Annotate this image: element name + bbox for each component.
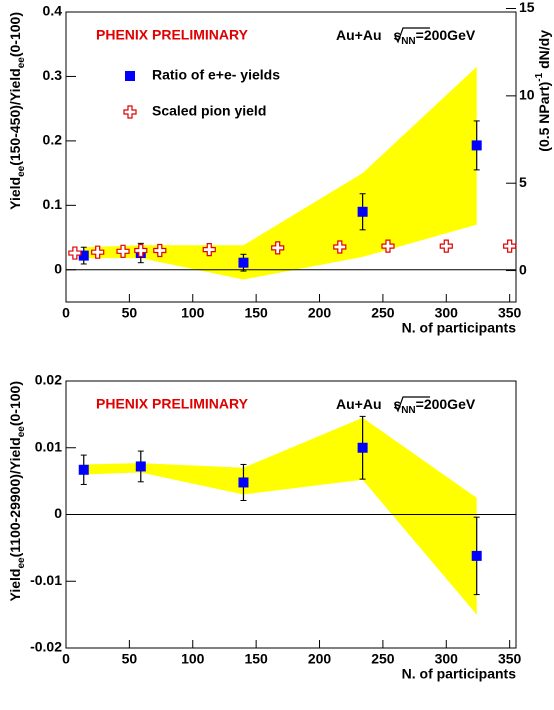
y2-tick-label: 10 [519, 87, 535, 103]
y-tick-label: 0.2 [43, 132, 63, 148]
data-point [471, 140, 482, 151]
pion-point [333, 240, 347, 254]
plot-frame [65, 11, 517, 303]
x-tick-label: 250 [371, 651, 395, 667]
energy-root: s [393, 27, 401, 43]
energy-label: Au+Au sNN=200GeV [336, 396, 476, 416]
energy-sub: NN [401, 36, 415, 47]
legend-marker [123, 105, 137, 119]
energy-root: s [393, 396, 401, 412]
label-part: (0-100) [7, 381, 23, 426]
y-tick-label: 0.4 [43, 3, 63, 19]
label-part: (0-100) [7, 12, 23, 57]
x-tick-label: 200 [308, 651, 332, 667]
label-part: ee [16, 426, 27, 438]
legend-label: Ratio of e+e- yields [152, 67, 280, 83]
x-tick-label: 350 [498, 651, 522, 667]
y-tick-label: 0.02 [35, 372, 62, 388]
x-tick-label: 250 [371, 305, 395, 321]
label-part: ee [16, 557, 27, 569]
pion-point [202, 242, 216, 257]
x-tick-label: 300 [435, 305, 459, 321]
label-part: ee [16, 165, 27, 177]
label-part: (0.5 NPart) [536, 82, 552, 152]
sqrt-sign [394, 396, 430, 413]
pion-point [91, 245, 105, 259]
data-point [238, 477, 249, 488]
sqrt-sign [394, 27, 430, 44]
x-tick-label: 0 [62, 305, 70, 321]
energy-sub: NN [401, 405, 415, 416]
x-tick-label: 50 [122, 651, 138, 667]
x-tick-label: 50 [122, 305, 138, 321]
label-part: Yield [7, 177, 23, 210]
label-part: Yield [7, 569, 23, 602]
y-tick-label: -0.02 [30, 639, 62, 655]
annotation: PHENIX PRELIMINARY [96, 27, 249, 43]
data-point [471, 550, 482, 561]
x-tick-label: 0 [62, 651, 70, 667]
legend-marker [125, 71, 135, 81]
data-point [78, 464, 89, 475]
energy-prefix: Au+Au [336, 27, 385, 43]
systematic-band [83, 417, 477, 615]
x-tick-label: 100 [181, 651, 205, 667]
data-point [78, 250, 89, 261]
y-tick-label: 0.1 [43, 196, 63, 212]
annotation: PHENIX PRELIMINARY [96, 396, 249, 412]
y-tick-label: 0 [54, 505, 62, 521]
legend-label: Scaled pion yield [152, 103, 266, 119]
pion-point [381, 239, 395, 253]
systematic-band [83, 66, 477, 280]
x-tick-label: 200 [308, 305, 332, 321]
data-point [357, 206, 368, 217]
label-part: dN/dy [536, 30, 552, 73]
y-tick-label: -0.01 [30, 572, 62, 588]
pion-point [134, 243, 148, 258]
label-part: -1 [534, 72, 545, 81]
x-axis-label: N. of participants [402, 666, 517, 682]
y-axis-label: Yieldee(1100-29900)/Yieldee(0-100) [7, 381, 27, 601]
pion-point [116, 244, 130, 258]
data-point [238, 257, 249, 268]
energy-label: Au+Au sNN=200GeV [336, 27, 476, 47]
x-tick-label: 300 [435, 651, 459, 667]
pion-point [68, 246, 82, 260]
x-tick-label: 150 [244, 305, 268, 321]
y2-axis-label: (0.5 NPart)-1 dN/dy [534, 30, 552, 152]
label-part: (1100-29900)/Yield [7, 437, 23, 557]
y-axis-label: Yieldee(150-450)/Yieldee(0-100) [7, 12, 27, 210]
energy-prefix: Au+Au [336, 396, 385, 412]
pion-point [503, 239, 517, 253]
pion-point [439, 239, 453, 253]
y2-tick-label: 0 [519, 261, 527, 277]
energy-suffix: =200GeV [416, 27, 476, 43]
x-tick-label: 150 [244, 651, 268, 667]
label-part: (150-450)/Yield [7, 68, 23, 166]
y2-tick-label: 15 [519, 0, 535, 15]
y2-tick-label: 5 [519, 174, 527, 190]
label-part: ee [16, 57, 27, 69]
y-tick-label: 0.01 [35, 438, 62, 454]
energy-suffix: =200GeV [416, 396, 476, 412]
data-point [135, 461, 146, 472]
pion-point [153, 243, 167, 258]
x-tick-label: 350 [498, 305, 522, 321]
x-tick-label: 100 [181, 305, 205, 321]
y-tick-label: 0 [54, 260, 62, 276]
data-point [357, 442, 368, 453]
y-tick-label: 0.3 [43, 67, 63, 83]
x-axis-label: N. of participants [402, 320, 517, 336]
pion-point [271, 241, 285, 255]
